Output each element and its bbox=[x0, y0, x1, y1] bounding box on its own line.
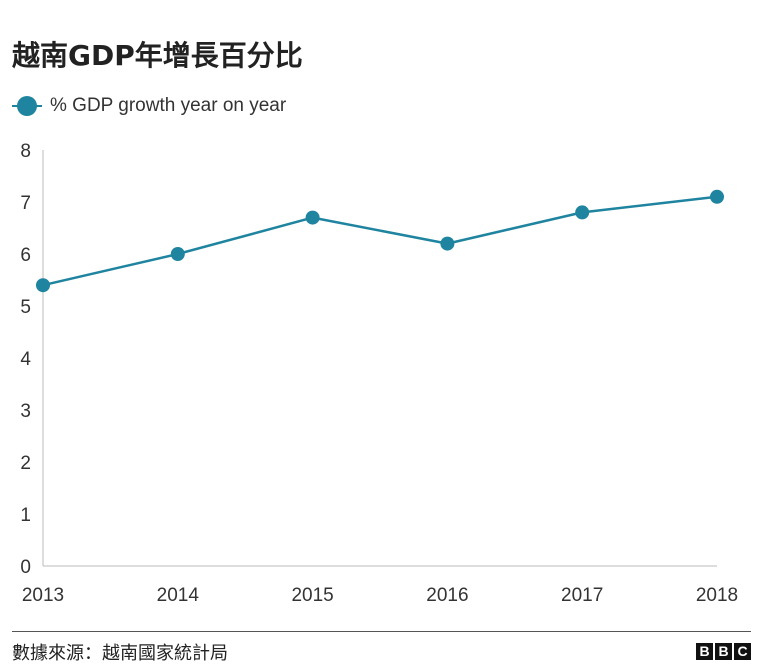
legend-marker-icon bbox=[12, 94, 42, 118]
logo-letter: B bbox=[696, 643, 713, 660]
x-tick-label: 2017 bbox=[561, 585, 603, 606]
line-chart: 0 1 2 3 4 5 6 7 8 2013 2014 2015 2016 2017 2018 bbox=[20, 141, 738, 606]
data-point bbox=[36, 278, 50, 293]
y-tick-label: 8 bbox=[20, 141, 31, 162]
x-tick-label: 2014 bbox=[157, 585, 200, 606]
bbc-logo: B B C bbox=[694, 643, 751, 660]
x-tick-label: 2016 bbox=[426, 585, 468, 606]
y-tick-label: 7 bbox=[20, 193, 31, 214]
x-tick-label: 2013 bbox=[22, 585, 64, 606]
footer-divider bbox=[12, 631, 751, 632]
y-tick-label: 4 bbox=[20, 349, 31, 370]
chart-title: 越南GDP年增長百分比 bbox=[12, 39, 303, 72]
legend-label: % GDP growth year on year bbox=[50, 95, 287, 116]
logo-letter: C bbox=[734, 643, 751, 660]
y-tick-label: 2 bbox=[20, 453, 31, 474]
series-line bbox=[42, 195, 718, 287]
data-point bbox=[440, 236, 455, 251]
data-point bbox=[710, 189, 724, 204]
source-note: 數據來源：越南國家統計局 bbox=[12, 643, 228, 664]
data-point bbox=[170, 247, 185, 261]
x-tick-label: 2015 bbox=[291, 585, 333, 606]
x-tick-label: 2018 bbox=[696, 585, 738, 606]
y-tick-label: 1 bbox=[20, 505, 31, 526]
logo-letter: B bbox=[715, 643, 732, 660]
data-point bbox=[575, 205, 590, 220]
legend: % GDP growth year on year bbox=[12, 94, 286, 118]
y-tick-label: 3 bbox=[20, 401, 31, 422]
y-tick-label: 0 bbox=[20, 557, 31, 578]
data-point bbox=[305, 210, 320, 225]
y-tick-label: 5 bbox=[20, 297, 31, 318]
y-tick-label: 6 bbox=[20, 245, 31, 266]
